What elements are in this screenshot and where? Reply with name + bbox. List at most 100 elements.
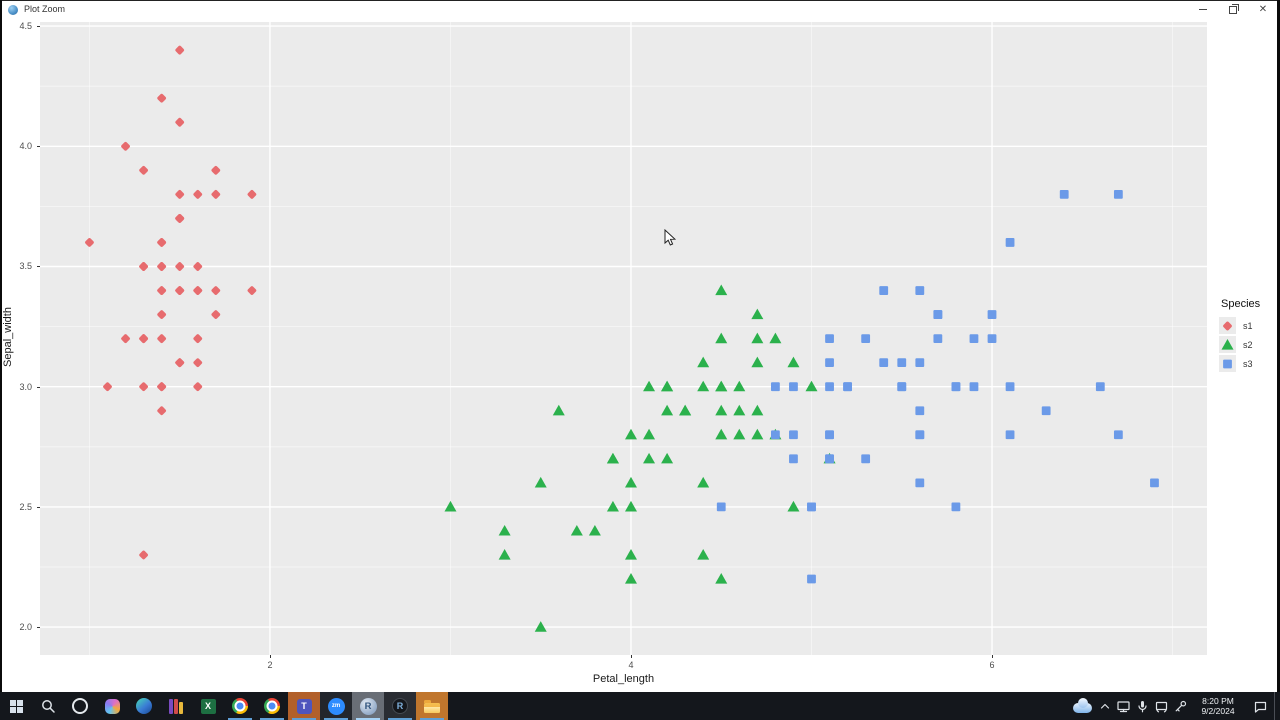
y-tick-label: 4.5 [19, 21, 32, 32]
mouse-cursor [664, 229, 676, 246]
minimize-icon [1199, 9, 1207, 10]
restore-icon [1229, 3, 1239, 14]
x-tick-label: 4 [628, 660, 634, 670]
y-tick-mark [37, 26, 40, 28]
open-app-indicator [260, 718, 284, 720]
chrome-icon [264, 698, 280, 714]
plot-device: 2 4 6 4.5 4.0 3.5 3.0 2.5 2.0 Petal_length Sepal… [0, 17, 1280, 692]
legend-key-s1 [1219, 317, 1236, 334]
y-tick-label: 3.0 [19, 381, 32, 392]
taskbar-item-cortana[interactable] [64, 692, 96, 720]
microphone-icon [1138, 700, 1147, 712]
clock-time: 8:20 PM [1202, 696, 1234, 706]
winrar-icon [169, 698, 183, 714]
scatter-chart [40, 22, 1207, 655]
y-tick-label: 3.5 [19, 261, 32, 272]
taskbar-item-copilot[interactable] [96, 692, 128, 720]
close-button[interactable]: ✕ [1248, 1, 1278, 18]
taskbar-item-winrar[interactable] [160, 692, 192, 720]
edge-icon [136, 698, 152, 714]
taskbar-clock[interactable]: 8:20 PM 9/2/2024 [1190, 692, 1246, 720]
taskbar-item-edge[interactable] [128, 692, 160, 720]
tray-item-onedrive[interactable] [1069, 692, 1095, 720]
taskbar-item-windows-start[interactable] [0, 692, 32, 720]
open-app-indicator [228, 718, 252, 720]
tray-item-microphone[interactable] [1133, 692, 1152, 720]
action-center-button[interactable] [1246, 692, 1274, 720]
screen-edge-left [0, 0, 2, 692]
taskbar-item-teams[interactable]: T [288, 692, 320, 720]
y-tick-mark [37, 146, 40, 148]
open-app-indicator [324, 718, 348, 720]
series-s3 [716, 189, 1159, 584]
open-app-indicator [420, 718, 444, 720]
rstudio-icon: R [392, 698, 408, 714]
legend: Species s1 s2 s3 [1219, 298, 1260, 373]
tray-item-key[interactable] [1171, 692, 1190, 720]
series-s1 [85, 45, 257, 560]
square-marker-icon [1223, 359, 1232, 369]
x-tick-mark [992, 655, 993, 658]
x-tick-mark [630, 655, 632, 658]
y-tick-label: 2.5 [19, 501, 32, 512]
close-icon: ✕ [1258, 3, 1268, 15]
key-icon [1175, 700, 1187, 711]
tray-item-display[interactable] [1114, 692, 1133, 720]
clock-date: 9/2/2024 [1201, 706, 1235, 716]
copilot-icon [104, 698, 120, 714]
y-tick-mark [37, 386, 40, 388]
x-axis-title: Petal_length [592, 673, 655, 685]
search-icon [41, 699, 55, 713]
chevron-up-icon [1100, 703, 1109, 709]
triangle-marker-icon [1221, 339, 1234, 350]
y-tick-label: 4.0 [19, 141, 32, 152]
taskbar-item-explorer[interactable] [416, 692, 448, 720]
x-tick-label: 2 [267, 660, 273, 670]
show-desktop-button[interactable] [1274, 692, 1280, 720]
x-tick-mark [269, 655, 271, 658]
cortana-icon [72, 698, 88, 714]
chrome-icon [232, 698, 248, 714]
screen-edge-right [1277, 0, 1280, 692]
x-tick-label: 6 [989, 660, 995, 670]
notification-bubble-icon [1254, 701, 1266, 713]
tray-item-chevron-up[interactable] [1095, 692, 1114, 720]
legend-label: s2 [1243, 339, 1253, 350]
legend-key-s3 [1219, 355, 1236, 372]
legend-key-s2 [1219, 336, 1236, 353]
legend-label: s3 [1243, 358, 1253, 369]
y-tick-mark [37, 266, 40, 268]
taskbar-item-zoom[interactable]: zm [320, 692, 352, 720]
teams-icon: T [296, 698, 312, 714]
window-titlebar: Plot Zoom ✕ [0, 0, 1280, 17]
display-icon [1117, 700, 1130, 712]
file-explorer-icon [424, 700, 440, 713]
taskbar-item-rstudio[interactable]: R [384, 692, 416, 720]
plot-panel [40, 22, 1207, 655]
taskbar-spacer [448, 692, 1069, 720]
y-tick-mark [37, 627, 40, 629]
r-icon: R [359, 697, 377, 715]
taskbar-item-chrome[interactable] [256, 692, 288, 720]
onedrive-icon [1072, 697, 1092, 713]
legend-entry-s1: s1 [1219, 316, 1260, 335]
legend-entry-s2: s2 [1219, 335, 1260, 354]
taskbar-item-chrome[interactable] [224, 692, 256, 720]
legend-label: s1 [1243, 320, 1253, 331]
open-app-indicator [292, 718, 316, 720]
taskbar-item-search[interactable] [32, 692, 64, 720]
minimize-button[interactable] [1188, 1, 1218, 18]
diamond-marker-icon [1223, 321, 1232, 331]
zoom-icon: zm [327, 697, 345, 715]
y-axis-title: Sepal_width [2, 307, 14, 367]
legend-title: Species [1221, 298, 1261, 310]
y-tick-label: 2.0 [19, 622, 32, 633]
restore-button[interactable] [1218, 1, 1248, 18]
taskbar-item-excel[interactable]: X [192, 692, 224, 720]
taskbar-item-r[interactable]: R [352, 692, 384, 720]
screen-cast-icon [1155, 701, 1168, 712]
window-title: Plot Zoom [24, 4, 66, 14]
tray-item-cast[interactable] [1152, 692, 1171, 720]
r-sphere-icon [8, 5, 18, 15]
